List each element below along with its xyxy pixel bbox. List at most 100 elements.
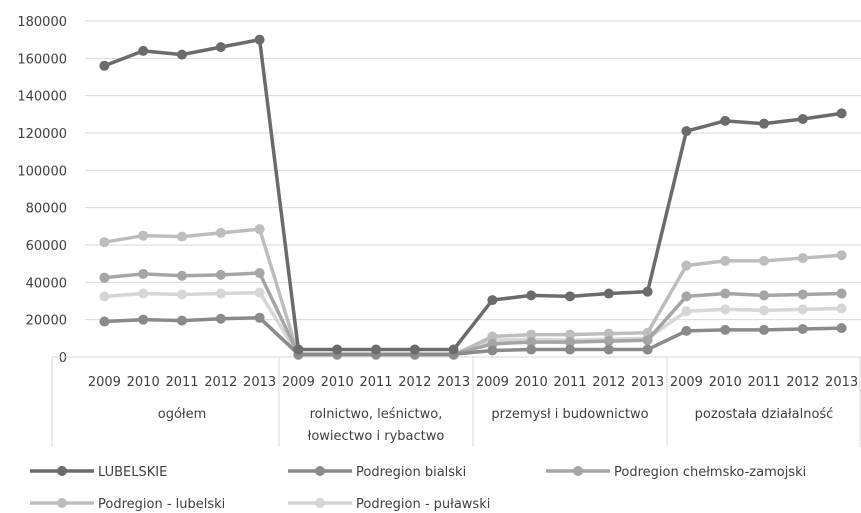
y-tick-label: 160000: [17, 52, 67, 67]
data-point: [409, 344, 420, 355]
legend-swatch-marker: [315, 466, 325, 476]
plot-area: [99, 34, 847, 361]
data-point: [836, 108, 847, 119]
data-point: [681, 260, 692, 271]
legend-label: Podregion - lubelski: [98, 497, 225, 512]
series-0: [99, 34, 847, 355]
data-point: [448, 344, 459, 355]
category-label: łowiectwo i rybactwo: [308, 429, 445, 444]
data-point: [759, 305, 769, 316]
category-label: pozostała działalność: [695, 407, 834, 422]
legend-swatch-marker: [57, 466, 67, 476]
legend-item: Podregion - lubelski: [30, 497, 225, 512]
x-tick-label: 2013: [631, 375, 664, 390]
data-point: [759, 290, 769, 301]
data-point: [797, 253, 808, 264]
data-point: [254, 287, 265, 298]
data-point: [565, 329, 575, 340]
data-point: [836, 288, 847, 299]
x-tick-label: 2011: [359, 375, 392, 390]
y-tick-label: 140000: [17, 90, 67, 105]
y-tick-label: 20000: [26, 314, 67, 329]
data-point: [177, 270, 187, 281]
data-point: [720, 304, 731, 315]
data-point: [487, 345, 498, 356]
x-tick-label: 2009: [670, 375, 703, 390]
x-tick-label: 2010: [515, 375, 548, 390]
data-point: [681, 306, 692, 317]
data-point: [526, 344, 537, 355]
data-point: [526, 337, 537, 348]
category-label: rolnictwo, leśnictwo,: [310, 407, 443, 422]
data-point: [836, 250, 847, 261]
data-point: [487, 331, 498, 342]
data-point: [177, 49, 187, 60]
data-point: [332, 344, 343, 355]
series-line: [104, 271, 842, 356]
legend-label: LUBELSKIE: [98, 465, 167, 480]
legend-item: Podregion bialski: [288, 465, 466, 480]
data-point: [293, 344, 304, 355]
data-point: [177, 231, 187, 242]
x-tick-label: 2009: [88, 375, 121, 390]
data-point: [603, 288, 614, 299]
data-point: [759, 118, 769, 129]
legend-item: Podregion - puławski: [288, 497, 490, 512]
x-tick-label: 2010: [321, 375, 354, 390]
legend-item: LUBELSKIE: [30, 465, 167, 480]
y-tick-label: 60000: [26, 239, 67, 254]
x-tick-label: 2011: [165, 375, 198, 390]
data-point: [215, 269, 226, 280]
data-point: [254, 34, 265, 45]
data-point: [99, 272, 110, 283]
data-point: [759, 255, 769, 266]
y-tick-label: 120000: [17, 127, 67, 142]
x-tick-label: 2010: [709, 375, 742, 390]
data-point: [138, 230, 149, 241]
legend-swatch-marker: [573, 466, 583, 476]
data-point: [371, 344, 381, 355]
data-point: [797, 324, 808, 334]
x-tick-label: 2013: [243, 375, 276, 390]
data-point: [138, 314, 149, 325]
y-tick-label: 80000: [26, 202, 67, 217]
legend-label: Podregion - puławski: [356, 497, 490, 512]
legend: LUBELSKIE Podregion bialski Podregion cheł…: [30, 465, 806, 512]
x-tick-label: 2013: [825, 375, 858, 390]
series-line: [103, 37, 842, 352]
series-1: [99, 312, 847, 360]
legend-swatch-marker: [57, 498, 67, 508]
legend-item: Podregion chełmsko-zamojski: [546, 465, 806, 480]
y-tick-label: 100000: [17, 164, 67, 179]
x-tick-label: 2012: [592, 375, 625, 390]
x-tick-label: 2012: [398, 375, 431, 390]
data-point: [720, 115, 731, 126]
data-point: [642, 286, 653, 297]
legend-label: Podregion chełmsko-zamojski: [614, 465, 806, 480]
data-point: [487, 295, 498, 306]
data-point: [603, 344, 614, 355]
data-point: [565, 337, 575, 348]
legend-swatch-marker: [315, 498, 325, 508]
data-point: [720, 255, 731, 266]
data-point: [99, 60, 110, 71]
data-point: [526, 290, 537, 301]
data-point: [642, 335, 653, 346]
data-point: [642, 344, 653, 355]
data-point: [720, 288, 731, 299]
data-point: [215, 42, 226, 53]
data-point: [177, 289, 187, 300]
data-point: [138, 268, 149, 279]
y-tick-label: 0: [59, 351, 67, 366]
x-tick-label: 2012: [204, 375, 237, 390]
data-point: [836, 303, 847, 314]
data-point: [681, 325, 692, 336]
data-point: [836, 323, 847, 334]
data-point: [603, 328, 614, 339]
x-tick-label: 2010: [127, 375, 160, 390]
data-point: [526, 329, 537, 340]
gridlines: [85, 20, 861, 321]
x-tick-label: 2011: [747, 375, 780, 390]
category-label: przemysł i budownictwo: [491, 407, 648, 422]
